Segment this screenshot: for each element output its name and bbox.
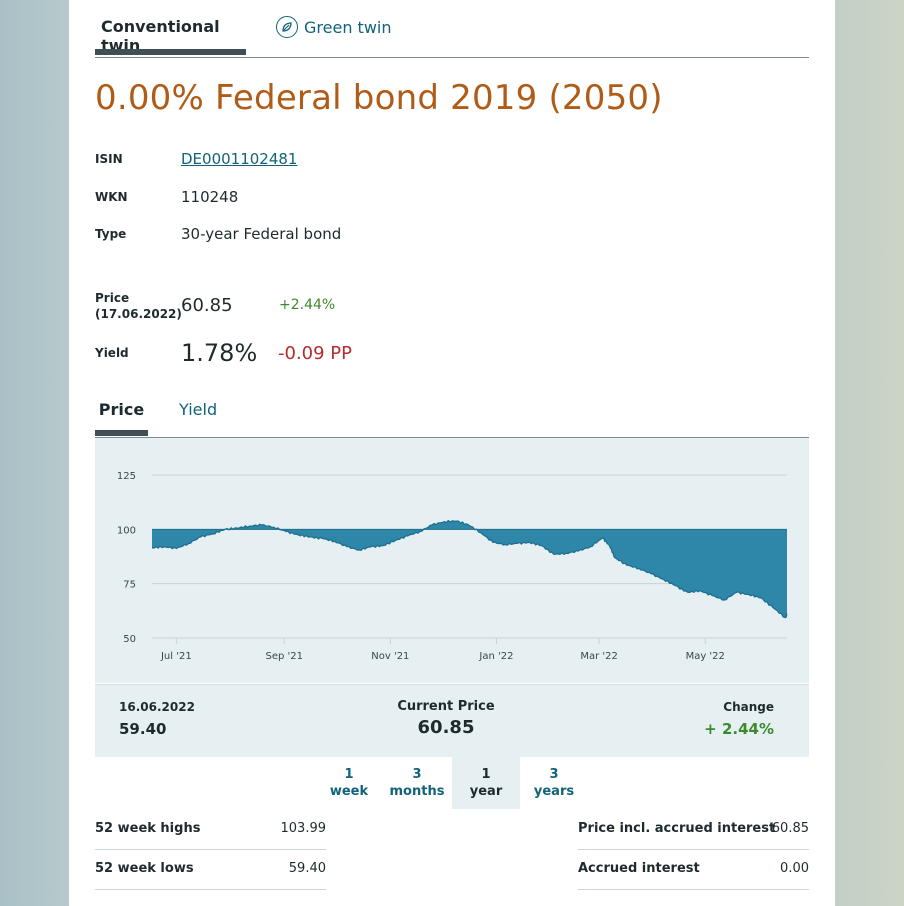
type-label: Type [95, 227, 127, 241]
price-value: 60.85 [181, 295, 233, 316]
y-tick-label: 100 [117, 525, 136, 536]
x-tick-label: Jan '22 [478, 651, 513, 662]
yield-label: Yield [95, 346, 129, 360]
current-price-value: 60.85 [417, 717, 475, 738]
price-area [152, 520, 787, 618]
bond-detail-card: Conventional twin Green twin 0.00% Feder… [69, 0, 835, 906]
stat-value: 103.99 [280, 821, 327, 836]
y-tick-label: 75 [123, 580, 136, 591]
stat-label: Accrued interest [578, 861, 700, 876]
stat-value: 60.85 [771, 821, 809, 836]
chart-tabs: Price Yield [95, 395, 809, 438]
wkn-label: WKN [95, 190, 128, 204]
isin-label: ISIN [95, 152, 123, 166]
stat-accrued-interest: Accrued interest 0.00 [578, 849, 809, 890]
tab-yield[interactable]: Yield [179, 400, 218, 419]
range-3-months-button[interactable]: 3 months [389, 767, 445, 799]
stat-value: 0.00 [780, 861, 809, 876]
range-1-week-button[interactable]: 1 week [329, 767, 369, 799]
stat-52-week-lows: 52 week lows 59.40 [95, 849, 326, 890]
stat-label: 52 week highs [95, 821, 201, 836]
tab-green-twin[interactable]: Green twin [276, 16, 391, 38]
price-change: +2.44% [279, 297, 336, 313]
leaf-icon [276, 16, 298, 38]
twin-tabs: Conventional twin Green twin [95, 0, 809, 58]
x-tick-label: Nov '21 [371, 651, 409, 662]
wkn-value: 110248 [181, 188, 239, 206]
stat-value: 59.40 [288, 861, 326, 876]
isin-link[interactable]: DE0001102481 [181, 150, 298, 168]
current-price-label: Current Price [397, 699, 495, 714]
previous-price: 59.40 [119, 720, 167, 738]
tab-green-twin-label: Green twin [304, 17, 392, 37]
x-tick-label: Jul '21 [160, 651, 192, 662]
y-tick-label: 50 [123, 634, 136, 645]
price-label: Price (17.06.2022) [95, 291, 182, 321]
price-chart-svg: 125 100 75 50 Jul '21 Sep '21 Nov '21 Jan '22 Ma… [117, 471, 788, 662]
price-summary: 16.06.2022 59.40 Current Price 60.85 Cha… [95, 684, 809, 757]
type-value: 30-year Federal bond [181, 225, 342, 243]
tab-price[interactable]: Price [95, 400, 148, 436]
change-value: + 2.44% [704, 720, 774, 738]
stat-52-week-highs: 52 week highs 103.99 [95, 809, 326, 850]
x-tick-label: Mar '22 [580, 651, 618, 662]
previous-date: 16.06.2022 [119, 700, 195, 714]
stat-price-incl-accrued-interest: Price incl. accrued interest 60.85 [578, 809, 809, 850]
tab-conventional-twin[interactable]: Conventional twin [95, 17, 246, 55]
x-tick-label: May '22 [686, 651, 725, 662]
yield-change: -0.09 PP [278, 343, 353, 364]
stat-label: 52 week lows [95, 861, 194, 876]
stat-label: Price incl. accrued interest [578, 821, 776, 836]
range-3-years-button[interactable]: 3 years [533, 767, 575, 799]
price-line [151, 519, 788, 619]
price-chart: 125 100 75 50 Jul '21 Sep '21 Nov '21 Jan '22 Ma… [95, 438, 809, 683]
y-tick-label: 125 [117, 471, 136, 482]
page-title: 0.00% Federal bond 2019 (2050) [95, 78, 663, 118]
yield-value: 1.78% [181, 339, 258, 367]
x-tick-label: Sep '21 [265, 651, 303, 662]
change-label: Change [723, 700, 774, 714]
range-1-year-button[interactable]: 1 year [452, 757, 520, 809]
